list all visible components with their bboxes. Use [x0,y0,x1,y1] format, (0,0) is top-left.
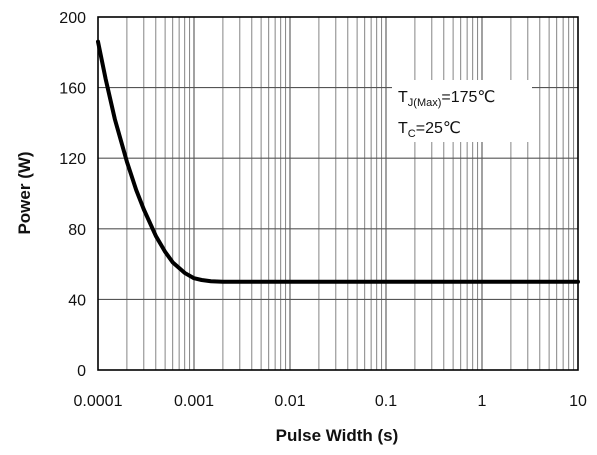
tick-labels: 0.0001 0.001 0.01 0.1 1 10 0 40 80 120 160 200 [59,10,587,410]
x-tick-label: 10 [569,393,587,410]
y-tick-label: 0 [77,363,86,380]
series-line-0 [96,39,580,284]
annotation-tc-rest: =25℃ [416,120,461,137]
annotation-tj-main: T [398,89,408,106]
annotation-tj-sub: J(Max) [408,97,442,109]
annotation-background [392,80,532,142]
x-axis-title: Pulse Width (s) [276,426,399,445]
y-tick-label: 120 [59,151,86,168]
x-tick-label: 0.0001 [74,393,123,410]
plot-frame [97,16,579,371]
y-axis-title: Power (W) [15,151,34,234]
annotation-tj-rest: =175℃ [441,89,495,106]
grid-lines [98,17,578,370]
y-tick-label: 160 [59,81,86,98]
x-tick-label: 1 [478,393,487,410]
annotation-tc: TC=25℃ [398,120,461,140]
annotation-tj-max: TJ(Max)=175℃ [398,89,495,109]
series-layer [96,39,580,284]
y-tick-label: 200 [59,10,86,27]
x-tick-label: 0.1 [375,393,397,410]
y-tick-label: 40 [68,292,86,309]
annotation-tc-main: T [398,120,408,137]
annotation-box: TJ(Max)=175℃ TC=25℃ [392,80,532,142]
x-tick-label: 0.001 [174,393,214,410]
y-tick-label: 80 [68,222,86,239]
annotation-tc-sub: C [408,128,416,140]
x-tick-label: 0.01 [274,393,305,410]
